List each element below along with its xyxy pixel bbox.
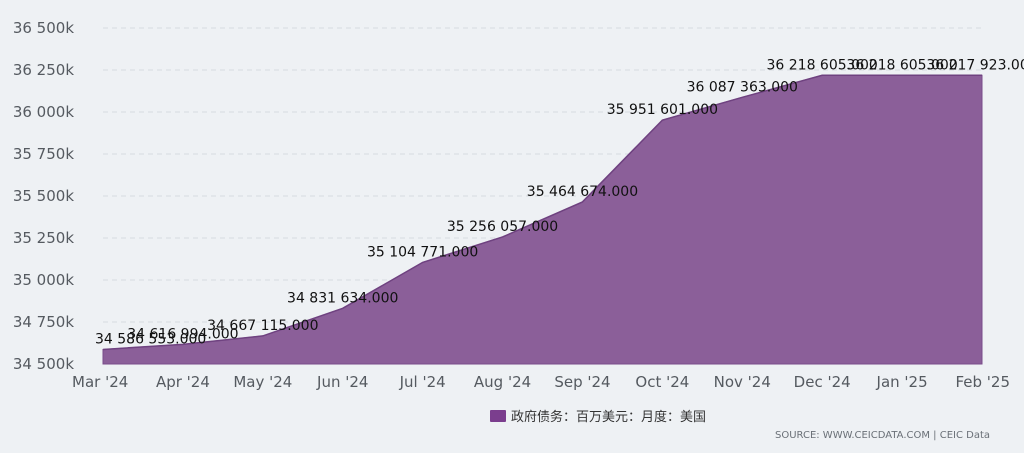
source-text: SOURCE: WWW.CEICDATA.COM | CEIC Data <box>775 430 990 441</box>
y-axis: 34 500k 34 750k 35 000k 35 250k 35 500k 35 75… <box>13 19 74 373</box>
y-tick-label: 36 250k <box>13 61 74 79</box>
legend[interactable]: 政府债务：百万美元：月度：美国 <box>490 409 706 425</box>
data-label: 36 087 363.000 <box>687 79 798 95</box>
data-label: 35 256 057.000 <box>447 219 558 235</box>
x-tick-label: Jan '25 <box>876 373 928 391</box>
series-line <box>102 74 982 351</box>
data-label: 34 586 553.000 <box>95 331 206 347</box>
x-tick-label: Nov '24 <box>714 373 771 391</box>
y-tick-label: 36 500k <box>13 19 74 37</box>
y-tick-label: 35 500k <box>13 187 74 205</box>
y-tick-label: 34 750k <box>13 313 74 331</box>
x-tick-label: Jul '24 <box>399 373 446 391</box>
x-tick-label: Feb '25 <box>955 373 1010 391</box>
data-label: 34 616 994.000 <box>127 326 238 342</box>
data-label: 34 831 634.000 <box>287 290 398 306</box>
x-tick-label: Jun '24 <box>316 373 368 391</box>
legend-label[interactable]: 政府债务：百万美元：月度：美国 <box>511 409 706 425</box>
x-axis: Mar '24 Apr '24 May '24 Jun '24 Jul '24 Aug '… <box>72 373 1010 391</box>
x-tick-label: Oct '24 <box>635 373 689 391</box>
data-label: 36 218 605.000 <box>846 57 957 73</box>
y-tick-label: 36 000k <box>13 103 74 121</box>
x-tick-label: Apr '24 <box>156 373 210 391</box>
y-tick-label: 34 500k <box>13 355 74 373</box>
data-label: 35 104 771.000 <box>367 244 478 260</box>
data-label: 35 464 674.000 <box>527 184 638 200</box>
x-tick-label: Mar '24 <box>72 373 128 391</box>
data-label: 36 217 923.000 <box>926 57 1024 73</box>
x-tick-label: Dec '24 <box>794 373 851 391</box>
x-tick-label: May '24 <box>233 373 292 391</box>
data-label: 36 218 605.000 <box>767 57 878 73</box>
y-tick-label: 35 000k <box>13 271 74 289</box>
y-tick-label: 35 250k <box>13 229 74 247</box>
legend-swatch[interactable] <box>490 410 506 422</box>
series-area <box>102 74 983 365</box>
x-tick-label: Aug '24 <box>474 373 531 391</box>
data-label: 35 951 601.000 <box>607 102 718 118</box>
data-label: 34 667 115.000 <box>207 318 318 334</box>
x-tick-label: Sep '24 <box>554 373 610 391</box>
y-tick-label: 35 750k <box>13 145 74 163</box>
